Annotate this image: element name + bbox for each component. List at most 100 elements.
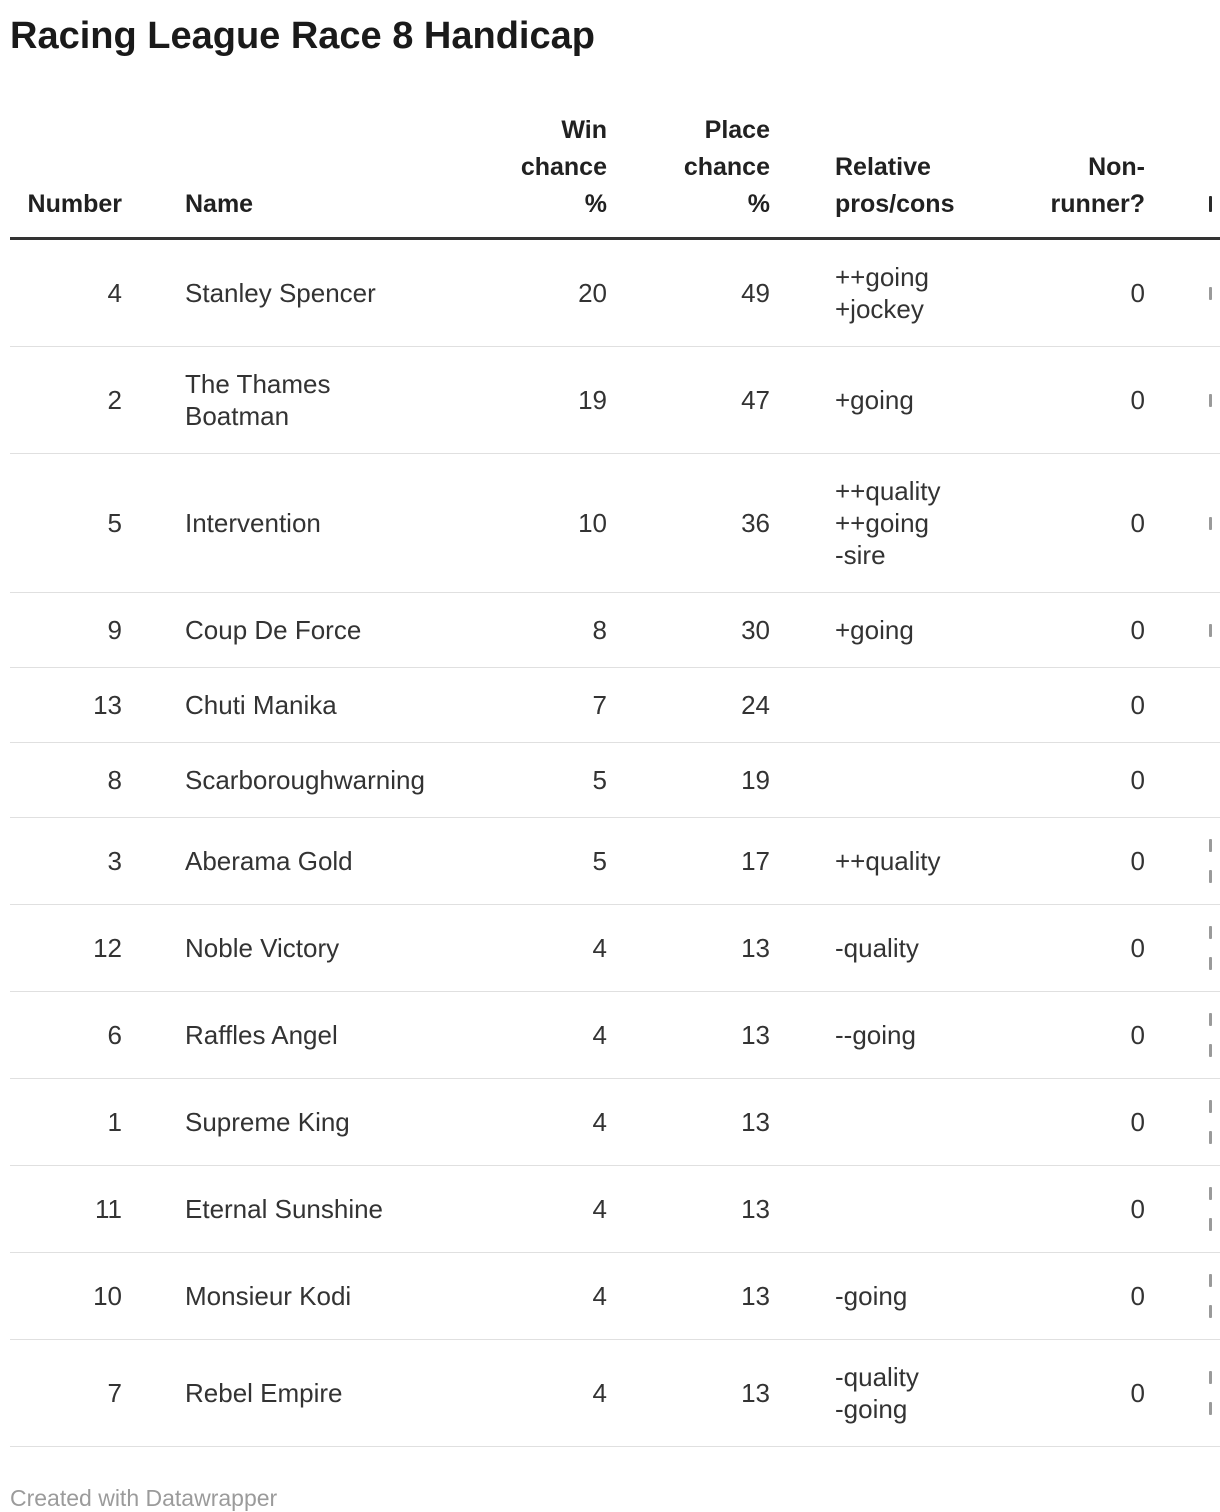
table-row: 7 Rebel Empire 4 13 -quality -going 0	[10, 1340, 1220, 1447]
truncated-text-fragment	[1209, 839, 1212, 852]
cell-truncated	[1145, 347, 1220, 454]
truncated-text-fragment	[1209, 1013, 1212, 1026]
cell-win-chance: 10	[578, 508, 607, 538]
cell-place-chance: 24	[741, 690, 770, 720]
truncated-text-fragment	[1209, 516, 1212, 530]
cell-name: Coup De Force	[185, 615, 362, 645]
cell-truncated	[1145, 743, 1220, 818]
cell-non-runner: 0	[1130, 1020, 1145, 1050]
cell-win-chance: 4	[592, 1281, 607, 1311]
cell-non-runner: 0	[1130, 385, 1145, 415]
cell-pros-cons: -going	[835, 1281, 908, 1311]
race-table: Number Name Win chance% Place chance% Rela…	[10, 112, 1220, 1447]
cell-number: 2	[107, 385, 122, 415]
table-row: 4 Stanley Spencer 20 49 ++going +jockey 0	[10, 239, 1220, 347]
datawrapper-link[interactable]: Datawrapper	[145, 1485, 278, 1511]
cell-name: Scarboroughwarning	[185, 765, 425, 795]
cell-non-runner: 0	[1130, 765, 1145, 795]
cell-number: 9	[107, 615, 122, 645]
truncated-text-fragment	[1209, 1044, 1212, 1057]
cell-win-chance: 8	[592, 615, 607, 645]
cell-truncated	[1145, 1340, 1220, 1447]
table-header: Number Name Win chance% Place chance% Rela…	[10, 112, 1220, 240]
cell-truncated	[1145, 1079, 1220, 1166]
cell-number: 12	[93, 933, 122, 963]
cell-truncated	[1145, 818, 1220, 905]
cell-place-chance: 19	[741, 765, 770, 795]
cell-truncated	[1145, 454, 1220, 593]
cell-number: 8	[107, 765, 122, 795]
col-header-truncated	[1145, 112, 1220, 240]
attribution-text: Created with	[10, 1485, 146, 1511]
cell-win-chance: 19	[578, 385, 607, 415]
cell-place-chance: 13	[741, 1378, 770, 1408]
cell-pros-cons: +going	[835, 385, 914, 415]
cell-truncated	[1145, 905, 1220, 992]
cell-name: Eternal Sunshine	[185, 1194, 384, 1224]
table-row: 3 Aberama Gold 5 17 ++quality 0	[10, 818, 1220, 905]
cell-pros-cons	[770, 1166, 1010, 1253]
col-header-number: Number	[10, 112, 122, 240]
table-row: 11 Eternal Sunshine 4 13 0	[10, 1166, 1220, 1253]
truncated-text-fragment	[1209, 286, 1212, 300]
cell-non-runner: 0	[1130, 1107, 1145, 1137]
cell-win-chance: 20	[578, 278, 607, 308]
cell-non-runner: 0	[1130, 615, 1145, 645]
cell-number: 3	[107, 846, 122, 876]
cell-win-chance: 7	[592, 690, 607, 720]
truncated-text-fragment	[1209, 926, 1212, 939]
col-header-win-chance: Win chance%	[432, 112, 607, 240]
col-header-place-chance: Place chance%	[607, 112, 770, 240]
table-row: 5 Intervention 10 36 ++quality ++going -sire 0	[10, 454, 1220, 593]
truncated-text-fragment	[1209, 1371, 1212, 1384]
cell-pros-cons: ++quality	[835, 846, 941, 876]
table-row: 12 Noble Victory 4 13 -quality 0	[10, 905, 1220, 992]
cell-place-chance: 17	[741, 846, 770, 876]
cell-name: Noble Victory	[185, 933, 340, 963]
col-header-pros-cons: Relative pros/cons	[770, 112, 1010, 240]
cell-place-chance: 13	[741, 1194, 770, 1224]
truncated-text-fragment	[1209, 196, 1212, 212]
cell-place-chance: 13	[741, 1020, 770, 1050]
cell-non-runner: 0	[1130, 1378, 1145, 1408]
table-wrapper: Number Name Win chance% Place chance% Rela…	[10, 112, 1220, 1447]
cell-pros-cons	[770, 1079, 1010, 1166]
cell-non-runner: 0	[1130, 278, 1145, 308]
truncated-text-fragment	[1209, 1402, 1212, 1415]
truncated-text-fragment	[1209, 1218, 1212, 1231]
cell-place-chance: 36	[741, 508, 770, 538]
cell-number: 5	[107, 508, 122, 538]
cell-place-chance: 30	[741, 615, 770, 645]
cell-non-runner: 0	[1130, 690, 1145, 720]
cell-win-chance: 4	[592, 1378, 607, 1408]
cell-win-chance: 5	[592, 846, 607, 876]
cell-non-runner: 0	[1130, 933, 1145, 963]
col-header-name: Name	[122, 112, 432, 240]
cell-pros-cons	[770, 668, 1010, 743]
cell-number: 10	[93, 1281, 122, 1311]
table-row: 6 Raffles Angel 4 13 --going 0	[10, 992, 1220, 1079]
cell-name: Supreme King	[185, 1107, 350, 1137]
table-row: 9 Coup De Force 8 30 +going 0	[10, 593, 1220, 668]
cell-place-chance: 13	[741, 1107, 770, 1137]
cell-name: Raffles Angel	[185, 1020, 338, 1050]
cell-pros-cons: ++quality ++going -sire	[835, 476, 941, 570]
cell-pros-cons	[770, 743, 1010, 818]
cell-name: Rebel Empire	[185, 1378, 343, 1408]
table-row: 10 Monsieur Kodi 4 13 -going 0	[10, 1253, 1220, 1340]
cell-win-chance: 4	[592, 933, 607, 963]
cell-number: 7	[107, 1378, 122, 1408]
cell-number: 4	[107, 278, 122, 308]
cell-non-runner: 0	[1130, 1194, 1145, 1224]
truncated-text-fragment	[1209, 1305, 1212, 1318]
cell-pros-cons: ++going +jockey	[835, 262, 929, 324]
truncated-text-fragment	[1209, 870, 1212, 883]
cell-win-chance: 4	[592, 1020, 607, 1050]
truncated-text-fragment	[1209, 1274, 1212, 1287]
cell-truncated	[1145, 1253, 1220, 1340]
truncated-text-fragment	[1209, 957, 1212, 970]
cell-pros-cons: -quality	[835, 933, 919, 963]
cell-number: 1	[107, 1107, 122, 1137]
table-row: 8 Scarboroughwarning 5 19 0	[10, 743, 1220, 818]
